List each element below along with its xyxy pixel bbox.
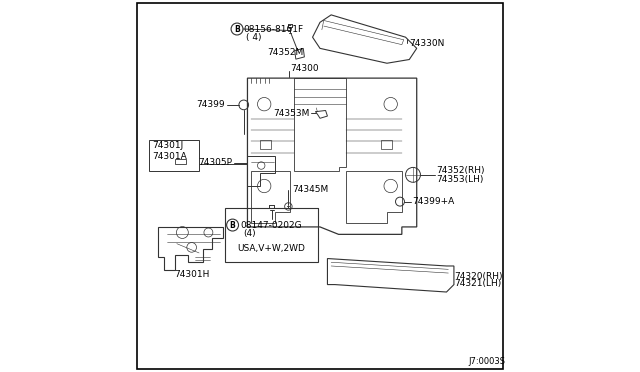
Text: 74353(LH): 74353(LH) — [436, 175, 483, 184]
Text: 74352M: 74352M — [267, 48, 303, 57]
Text: J7:0003S: J7:0003S — [468, 357, 506, 366]
Text: 74301H: 74301H — [174, 270, 209, 279]
Text: 74305P: 74305P — [198, 158, 232, 167]
Text: 74353M: 74353M — [273, 109, 310, 118]
Bar — [225, 208, 318, 262]
Text: 74321(LH): 74321(LH) — [454, 279, 502, 288]
Text: ( 4): ( 4) — [246, 33, 261, 42]
Text: 74399+A: 74399+A — [412, 197, 454, 206]
Bar — [381, 140, 392, 149]
Text: 74330N: 74330N — [410, 39, 445, 48]
Text: 08147-0202G: 08147-0202G — [240, 221, 301, 230]
Text: 74352(RH): 74352(RH) — [436, 166, 484, 175]
Text: 74345M: 74345M — [292, 185, 328, 194]
Text: B: B — [230, 221, 236, 230]
Bar — [149, 140, 199, 171]
Text: (4): (4) — [244, 229, 257, 238]
Text: 74301A: 74301A — [152, 152, 187, 161]
Text: B: B — [234, 25, 240, 33]
Text: 08156-8161F: 08156-8161F — [243, 25, 303, 33]
Text: 74399: 74399 — [196, 100, 225, 109]
Text: 74300: 74300 — [291, 64, 319, 73]
Bar — [260, 140, 271, 149]
Text: 74301J: 74301J — [152, 141, 183, 150]
Text: USA,V+W,2WD: USA,V+W,2WD — [237, 244, 305, 253]
Text: 74320(RH): 74320(RH) — [454, 272, 503, 280]
